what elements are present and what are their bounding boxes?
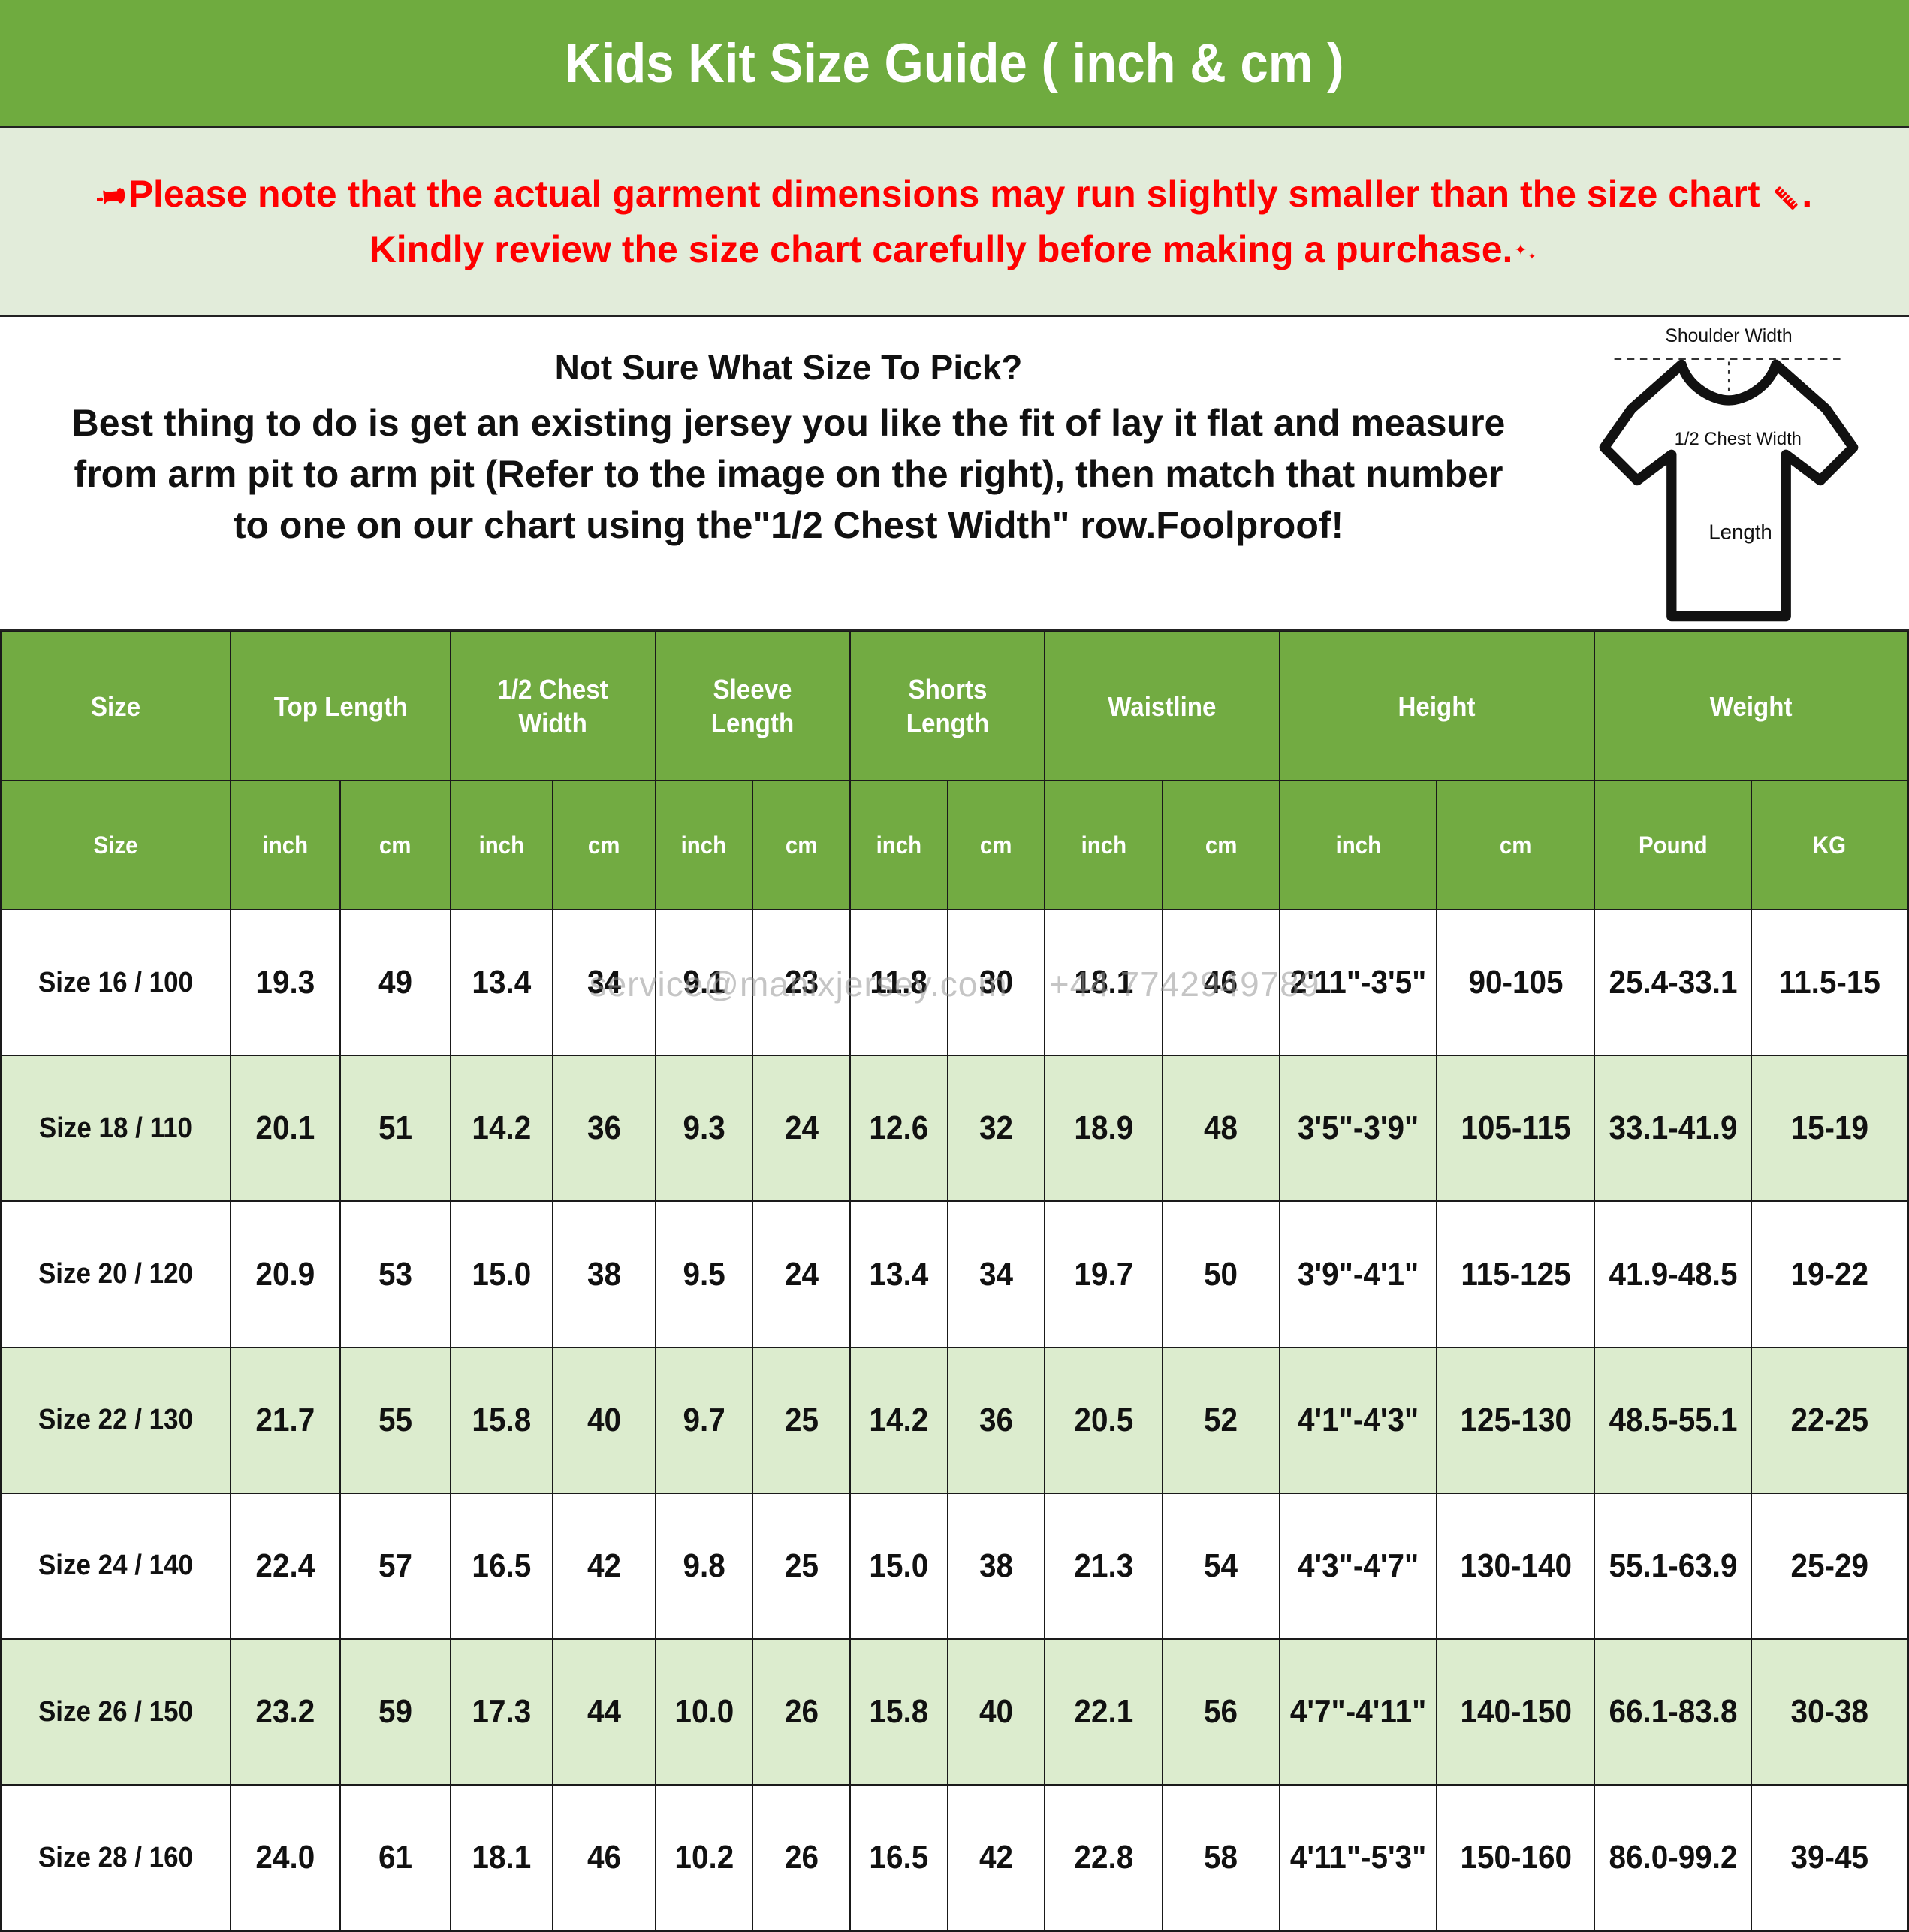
svg-text:Length: Length [1708,521,1772,544]
svg-text:Shoulder Width: Shoulder Width [1665,326,1792,346]
svg-text:1/2 Chest Width: 1/2 Chest Width [1675,429,1802,449]
